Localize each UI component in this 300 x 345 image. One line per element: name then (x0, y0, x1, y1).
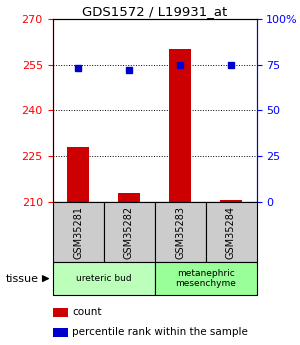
Text: GSM35282: GSM35282 (124, 206, 134, 258)
Bar (169, 49, 191, 202)
Bar (52, 308, 68, 317)
Bar (220, 200, 242, 202)
Text: metanephric
mesenchyme: metanephric mesenchyme (175, 269, 236, 288)
Bar (154, 202, 206, 262)
Text: count: count (72, 307, 101, 317)
Bar (154, 262, 256, 295)
Text: ureteric bud: ureteric bud (76, 274, 131, 283)
Bar (103, 202, 154, 262)
Bar (206, 202, 256, 262)
Bar (67, 147, 89, 202)
Bar (52, 328, 68, 337)
Text: GSM35283: GSM35283 (175, 206, 185, 258)
Bar (52, 202, 104, 262)
Title: GDS1572 / L19931_at: GDS1572 / L19931_at (82, 5, 227, 18)
Text: tissue: tissue (6, 274, 39, 284)
Bar (118, 193, 140, 202)
Text: percentile rank within the sample: percentile rank within the sample (72, 327, 248, 337)
Text: GSM35284: GSM35284 (226, 206, 236, 258)
Bar (52, 262, 154, 295)
Text: GSM35281: GSM35281 (73, 206, 83, 258)
